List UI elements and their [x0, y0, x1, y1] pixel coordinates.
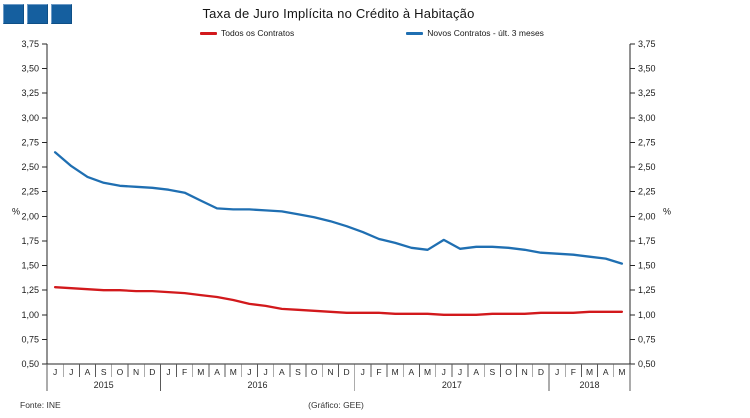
legend-item-novos-contratos: Novos Contratos - últ. 3 meses	[406, 28, 544, 38]
ytick-label-right: 3,50	[638, 64, 656, 74]
legend-item-todos-os-contratos: Todos os Contratos	[200, 28, 294, 38]
month-label: J	[458, 367, 462, 377]
year-label: 2015	[94, 380, 114, 390]
month-label: J	[53, 367, 57, 377]
ytick-label-left: 0,50	[21, 359, 39, 369]
ytick-label-right: 3,25	[638, 88, 656, 98]
ytick-label-right: 2,50	[638, 162, 656, 172]
month-label: J	[166, 367, 170, 377]
month-label: N	[327, 367, 333, 377]
ytick-label-right: 1,50	[638, 261, 656, 271]
month-label: F	[182, 367, 187, 377]
ytick-label-left: 1,25	[21, 285, 39, 295]
axes	[46, 44, 631, 365]
ytick-label-right: 3,00	[638, 113, 656, 123]
month-label: A	[279, 367, 285, 377]
month-label: F	[376, 367, 381, 377]
month-label: D	[344, 367, 350, 377]
month-label: J	[442, 367, 446, 377]
year-label: 2018	[579, 380, 599, 390]
month-label: F	[571, 367, 576, 377]
month-label: O	[117, 367, 124, 377]
month-label: M	[618, 367, 625, 377]
y-axis-unit: %	[12, 206, 20, 216]
month-label: A	[409, 367, 415, 377]
legend: Todos os Contratos Novos Contratos - últ…	[200, 28, 544, 38]
month-label: J	[69, 367, 73, 377]
chart-title: Taxa de Juro Implícita no Crédito à Habi…	[202, 6, 475, 21]
ytick-label-left: 2,00	[21, 211, 39, 221]
logo	[3, 4, 72, 24]
ytick-label-right: 1,00	[638, 310, 656, 320]
legend-line-icon	[406, 31, 424, 35]
ytick-label-left: 3,50	[21, 64, 39, 74]
ytick-label-left: 1,00	[21, 310, 39, 320]
month-label: S	[101, 367, 107, 377]
logo-square	[3, 4, 24, 24]
ytick-label-left: 1,50	[21, 261, 39, 271]
ytick-label-left: 3,25	[21, 88, 39, 98]
month-label: S	[490, 367, 496, 377]
month-label: A	[473, 367, 479, 377]
month-label: A	[85, 367, 91, 377]
logo-square	[51, 4, 72, 24]
month-label: J	[361, 367, 365, 377]
ytick-label-left: 2,75	[21, 137, 39, 147]
month-label: N	[133, 367, 139, 377]
ytick-label-right: 3,75	[638, 39, 656, 49]
ytick-label-right: 2,00	[638, 211, 656, 221]
ytick-label-right: 2,25	[638, 187, 656, 197]
month-label: M	[424, 367, 431, 377]
month-label: J	[247, 367, 251, 377]
ytick-label-left: 2,50	[21, 162, 39, 172]
year-label: 2016	[248, 380, 268, 390]
month-label: S	[295, 367, 301, 377]
legend-label: Todos os Contratos	[221, 28, 295, 38]
month-label: D	[538, 367, 544, 377]
month-label: O	[311, 367, 318, 377]
y-axis-unit: %	[663, 206, 671, 216]
month-label: M	[392, 367, 399, 377]
ytick-label-left: 1,75	[21, 236, 39, 246]
month-label: M	[197, 367, 204, 377]
ytick-label-right: 0,75	[638, 334, 656, 344]
ytick-label-right: 2,75	[638, 137, 656, 147]
series-line-todos-os-contratos	[53, 286, 624, 316]
month-label: A	[214, 367, 220, 377]
month-label: J	[555, 367, 559, 377]
source-note: Fonte: INE	[20, 400, 61, 410]
month-label: N	[522, 367, 528, 377]
ytick-label-left: 2,25	[21, 187, 39, 197]
credit-note: (Gráfico: GEE)	[308, 400, 364, 410]
legend-label: Novos Contratos - últ. 3 meses	[427, 28, 544, 38]
ytick-label-left: 0,75	[21, 334, 39, 344]
month-label: O	[505, 367, 512, 377]
month-label: D	[149, 367, 155, 377]
month-label: A	[603, 367, 609, 377]
year-label: 2017	[442, 380, 462, 390]
month-label: M	[586, 367, 593, 377]
logo-square	[27, 4, 48, 24]
ytick-label-left: 3,75	[21, 39, 39, 49]
ytick-label-left: 3,00	[21, 113, 39, 123]
ytick-label-right: 1,75	[638, 236, 656, 246]
ytick-label-right: 1,25	[638, 285, 656, 295]
month-label: J	[264, 367, 268, 377]
series-line-novos-contratos	[53, 151, 624, 265]
ytick-label-right: 0,50	[638, 359, 656, 369]
month-label: M	[230, 367, 237, 377]
legend-line-icon	[200, 31, 217, 35]
